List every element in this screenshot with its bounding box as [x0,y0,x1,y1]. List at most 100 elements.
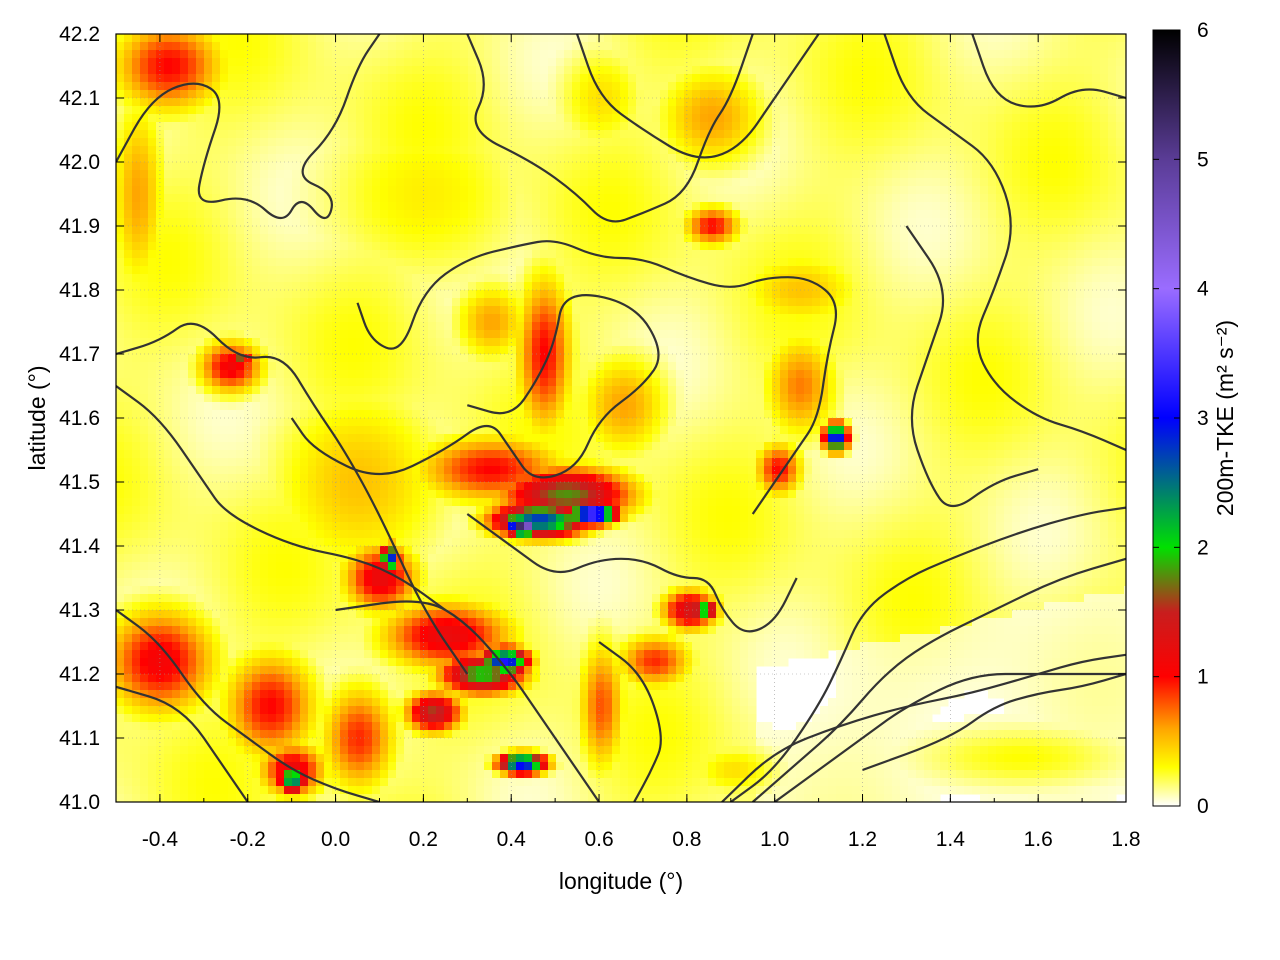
heatmap-cell [1044,74,1053,83]
heatmap-cell [676,66,685,75]
heatmap-cell [740,66,749,75]
heatmap-cell [420,154,429,163]
heatmap-cell [948,170,957,179]
heatmap-cell [1100,290,1109,299]
heatmap-cell [1020,58,1029,67]
heatmap-cell [1124,74,1126,83]
heatmap-cell [532,298,541,307]
heatmap-cell [532,114,541,123]
heatmap-cell [724,274,733,283]
heatmap-cell [508,130,517,139]
heatmap-cell [892,258,901,267]
heatmap-cell [188,290,197,299]
heatmap-cell [1012,218,1021,227]
heatmap-cell [988,90,997,99]
heatmap-cell [844,90,853,99]
heatmap-cell [996,322,1005,331]
heatmap-cell [196,42,205,51]
heatmap-cell [924,314,933,323]
heatmap-cell [1020,106,1029,115]
heatmap-cell [220,146,229,155]
heatmap-cell [124,210,133,219]
heatmap-cell [1068,130,1077,139]
heatmap-cell [340,34,349,43]
heatmap-cell [780,122,789,131]
heatmap-cell [300,82,309,91]
heatmap-cell [548,74,557,83]
heatmap-cell [1084,122,1093,131]
heatmap-cell [348,194,357,203]
heatmap-cell [276,82,285,91]
heatmap-cell [244,98,253,107]
heatmap-cell [588,298,597,307]
heatmap-cell [972,74,981,83]
heatmap-cell [1068,298,1077,307]
heatmap-cell [556,170,565,179]
heatmap-cell [532,202,541,211]
heatmap-cell [332,130,341,139]
heatmap-cell [820,218,829,227]
heatmap-cell [252,330,261,339]
heatmap-cell [924,330,933,339]
heatmap-cell [1028,186,1037,195]
heatmap-cell [532,210,541,219]
heatmap-cell [1092,186,1101,195]
heatmap-cell [860,226,869,235]
heatmap-cell [492,250,501,259]
heatmap-cell [772,298,781,307]
heatmap-cell [1108,74,1117,83]
heatmap-cell [500,226,509,235]
heatmap-cell [932,274,941,283]
heatmap-cell [636,282,645,291]
heatmap-cell [1076,90,1085,99]
heatmap-cell [132,266,141,275]
heatmap-cell [684,162,693,171]
heatmap-cell [356,338,365,347]
heatmap-cell [932,306,941,315]
heatmap-cell [572,34,581,43]
heatmap-cell [1116,274,1125,283]
heatmap-cell [148,346,157,355]
heatmap-cell [156,114,165,123]
heatmap-cell [452,154,461,163]
heatmap-cell [508,114,517,123]
heatmap-cell [980,306,989,315]
heatmap-cell [564,82,573,91]
heatmap-cell [436,98,445,107]
heatmap-cell [948,74,957,83]
heatmap-cell [116,346,125,355]
heatmap-cell [140,298,149,307]
heatmap-cell [540,162,549,171]
heatmap-cell [900,322,909,331]
heatmap-cell [492,58,501,67]
heatmap-cell [356,210,365,219]
heatmap-cell [964,338,973,347]
heatmap-cell [564,50,573,59]
heatmap-cell [276,298,285,307]
heatmap-cell [1108,234,1117,243]
heatmap-cell [772,186,781,195]
heatmap-cell [308,194,317,203]
heatmap-cell [468,194,477,203]
heatmap-cell [132,234,141,243]
heatmap-cell [1100,338,1109,347]
heatmap-cell [572,202,581,211]
heatmap-cell [556,338,565,347]
heatmap-cell [716,34,725,43]
heatmap-cell [1004,106,1013,115]
heatmap-cell [1020,186,1029,195]
heatmap-cell [708,106,717,115]
heatmap-cell [844,138,853,147]
heatmap-cell [516,90,525,99]
heatmap-cell [332,162,341,171]
heatmap-cell [348,290,357,299]
heatmap-cell [420,314,429,323]
heatmap-cell [1076,66,1085,75]
heatmap-cell [620,122,629,131]
heatmap-cell [804,162,813,171]
heatmap-cell [756,186,765,195]
heatmap-cell [188,98,197,107]
heatmap-cell [1068,218,1077,227]
heatmap-cell [780,82,789,91]
heatmap-cell [188,346,197,355]
